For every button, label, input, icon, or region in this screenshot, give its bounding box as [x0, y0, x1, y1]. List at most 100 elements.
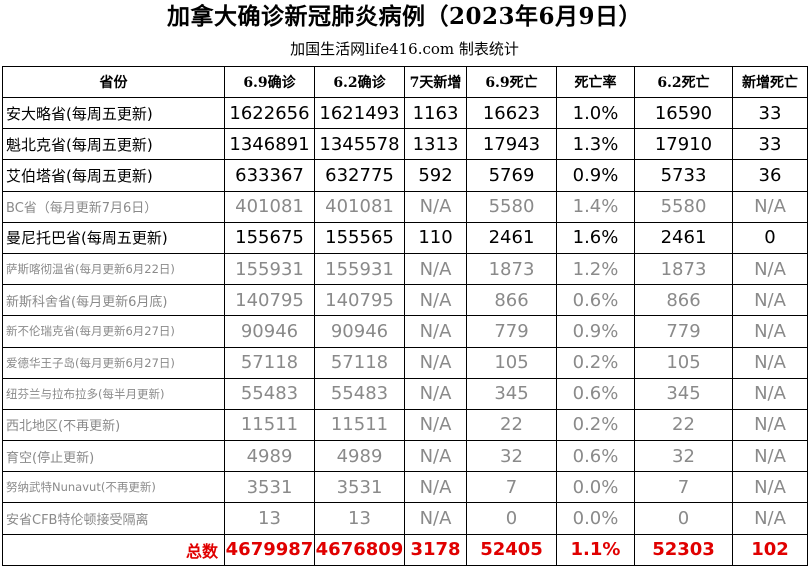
header-province: 省份: [2, 66, 225, 98]
cell-cases-0602: 13: [314, 502, 405, 535]
cell-deaths-0609: 32: [466, 440, 557, 473]
province-name: 安大略省(每周五更新): [2, 96, 225, 130]
total-cases-0602: 4676809: [314, 533, 405, 567]
cell-deaths-0609: 7: [466, 471, 557, 504]
cell-new-deaths: N/A: [732, 315, 808, 348]
cell-new-deaths: N/A: [732, 377, 808, 410]
cell-new-deaths: N/A: [732, 408, 808, 442]
cell-cases-0609: 90946: [224, 315, 315, 348]
cell-fatality-rate: 0.0%: [556, 502, 635, 535]
table-row: 育空(停止更新) 4989 4989 N/A 32 0.6% 32 N/A: [2, 440, 808, 473]
cell-cases-0602: 155565: [314, 221, 405, 254]
table-row: 萨斯喀彻温省(每月更新6月22日) 155931 155931 N/A 1873…: [2, 252, 808, 286]
table-row: 努纳武特Nunavut(不再更新) 3531 3531 N/A 7 0.0% 7…: [2, 471, 808, 504]
cell-new-deaths: N/A: [732, 440, 808, 473]
cell-new-deaths: N/A: [732, 252, 808, 286]
province-name: 纽芬兰与拉布拉多(每半月更新): [2, 377, 225, 410]
cell-cases-0609: 11511: [224, 408, 315, 442]
table-row: 安省CFB特伦顿接受隔离 13 13 N/A 0 0.0% 0 N/A: [2, 502, 808, 535]
total-deaths-0602: 52303: [634, 533, 733, 567]
cell-cases-0602: 401081: [314, 190, 405, 223]
cell-deaths-0609: 22: [466, 408, 557, 442]
province-name: 西北地区(不再更新): [2, 408, 225, 442]
cell-cases-0609: 155931: [224, 252, 315, 286]
cell-cases-0602: 90946: [314, 315, 405, 348]
cell-new-deaths: N/A: [732, 346, 808, 379]
cell-cases-0602: 632775: [314, 159, 405, 192]
header-new-deaths: 新增死亡: [732, 66, 808, 98]
table-row: 安大略省(每周五更新) 1622656 1621493 1163 16623 1…: [2, 96, 808, 130]
province-name: 努纳武特Nunavut(不再更新): [2, 471, 225, 504]
cell-cases-0609: 155675: [224, 221, 315, 254]
province-name: 魁北克省(每周五更新): [2, 128, 225, 161]
cell-deaths-0602: 779: [634, 315, 733, 348]
header-cases-0609: 6.9确诊: [224, 66, 315, 98]
cell-new-7day: 110: [404, 221, 467, 254]
header-deaths-0609: 6.9死亡: [466, 66, 557, 98]
cell-deaths-0602: 5580: [634, 190, 733, 223]
cell-deaths-0602: 5733: [634, 159, 733, 192]
cell-new-7day: N/A: [404, 502, 467, 535]
cell-new-7day: N/A: [404, 315, 467, 348]
cell-cases-0609: 13: [224, 502, 315, 535]
cell-new-deaths: 36: [732, 159, 808, 192]
cell-cases-0609: 140795: [224, 284, 315, 317]
total-cases-0609: 4679987: [224, 533, 315, 567]
cell-new-7day: N/A: [404, 408, 467, 442]
header-new-7day: 7天新增: [404, 66, 467, 98]
cell-new-deaths: 33: [732, 128, 808, 161]
total-new-7day: 3178: [404, 533, 467, 567]
total-label: 总数: [2, 533, 225, 567]
cell-cases-0602: 1345578: [314, 128, 405, 161]
cell-fatality-rate: 1.0%: [556, 96, 635, 130]
cell-fatality-rate: 0.2%: [556, 346, 635, 379]
cell-deaths-0609: 0: [466, 502, 557, 535]
table-row: 西北地区(不再更新) 11511 11511 N/A 22 0.2% 22 N/…: [2, 408, 808, 442]
cell-new-7day: 592: [404, 159, 467, 192]
cell-fatality-rate: 0.0%: [556, 471, 635, 504]
total-row: 总数 4679987 4676809 3178 52405 1.1% 52303…: [2, 533, 808, 567]
cell-deaths-0609: 5580: [466, 190, 557, 223]
cell-deaths-0602: 22: [634, 408, 733, 442]
province-name: 新斯科舍省(每月更新6月底): [2, 284, 225, 317]
total-new-deaths: 102: [732, 533, 808, 567]
table-row: 艾伯塔省(每周五更新) 633367 632775 592 5769 0.9% …: [2, 159, 808, 192]
cell-deaths-0602: 1873: [634, 252, 733, 286]
cell-deaths-0602: 866: [634, 284, 733, 317]
covid-stats-table: 省份 6.9确诊 6.2确诊 7天新增 6.9死亡 死亡率 6.2死亡 新增死亡…: [2, 66, 808, 567]
cell-cases-0602: 3531: [314, 471, 405, 504]
cell-new-deaths: N/A: [732, 284, 808, 317]
header-deaths-0602: 6.2死亡: [634, 66, 733, 98]
table-row: 魁北克省(每周五更新) 1346891 1345578 1313 17943 1…: [2, 128, 808, 161]
page-subtitle: 加国生活网life416.com 制表统计: [290, 40, 519, 58]
province-name: 艾伯塔省(每周五更新): [2, 159, 225, 192]
cell-new-7day: N/A: [404, 190, 467, 223]
cell-fatality-rate: 1.3%: [556, 128, 635, 161]
cell-deaths-0602: 32: [634, 440, 733, 473]
cell-cases-0609: 57118: [224, 346, 315, 379]
cell-cases-0602: 11511: [314, 408, 405, 442]
cell-new-deaths: N/A: [732, 190, 808, 223]
cell-deaths-0609: 16623: [466, 96, 557, 130]
province-name: 安省CFB特伦顿接受隔离: [2, 502, 225, 535]
cell-deaths-0602: 345: [634, 377, 733, 410]
cell-deaths-0609: 1873: [466, 252, 557, 286]
table-row: 爱德华王子岛(每月更新6月27日) 57118 57118 N/A 105 0.…: [2, 346, 808, 379]
header-fatality-rate: 死亡率: [556, 66, 635, 98]
cell-deaths-0602: 0: [634, 502, 733, 535]
cell-deaths-0602: 16590: [634, 96, 733, 130]
cell-cases-0609: 1346891: [224, 128, 315, 161]
cell-deaths-0609: 866: [466, 284, 557, 317]
cell-cases-0609: 633367: [224, 159, 315, 192]
cell-deaths-0609: 5769: [466, 159, 557, 192]
cell-deaths-0602: 7: [634, 471, 733, 504]
cell-new-7day: 1313: [404, 128, 467, 161]
province-name: 新不伦瑞克省(每月更新6月27日): [2, 315, 225, 348]
cell-cases-0609: 55483: [224, 377, 315, 410]
cell-fatality-rate: 1.6%: [556, 221, 635, 254]
cell-cases-0609: 4989: [224, 440, 315, 473]
header-row: 省份 6.9确诊 6.2确诊 7天新增 6.9死亡 死亡率 6.2死亡 新增死亡: [2, 66, 808, 98]
header-cases-0602: 6.2确诊: [314, 66, 405, 98]
cell-fatality-rate: 0.2%: [556, 408, 635, 442]
cell-cases-0602: 155931: [314, 252, 405, 286]
